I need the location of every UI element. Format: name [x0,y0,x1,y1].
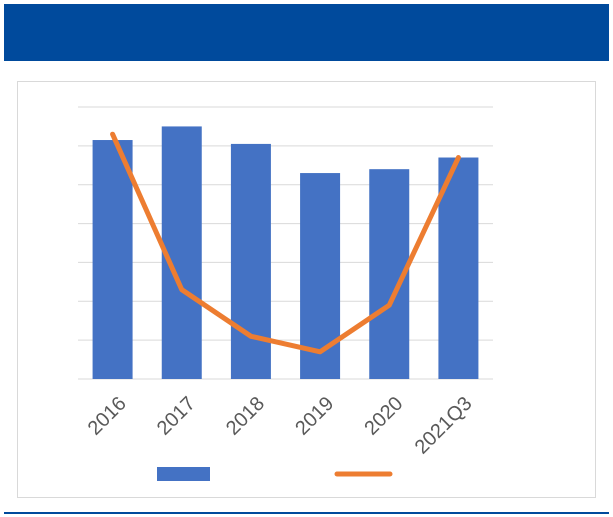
bar-2016 [92,140,133,379]
bottom-rule [4,512,609,514]
x-tick-label: 2020 [360,393,407,440]
bar-series [92,126,479,379]
x-tick-label: 2016 [84,393,131,440]
x-tick-label: 2018 [222,393,269,440]
x-tick-label: 2019 [291,393,338,440]
bar-2017 [161,126,202,379]
bar-2021Q3 [438,157,479,379]
legend [157,467,393,481]
x-axis-ticks: 2016 2017 2018 2019 2020 2021Q3 [84,393,477,459]
line-series [110,131,461,355]
bar-2018 [230,143,271,379]
header-band [4,4,609,61]
line-path [110,131,461,355]
gridlines [78,106,493,380]
legend-swatch-bar [157,467,210,481]
x-tick-label: 2021Q3 [411,393,477,459]
x-tick-label: 2017 [153,393,200,440]
